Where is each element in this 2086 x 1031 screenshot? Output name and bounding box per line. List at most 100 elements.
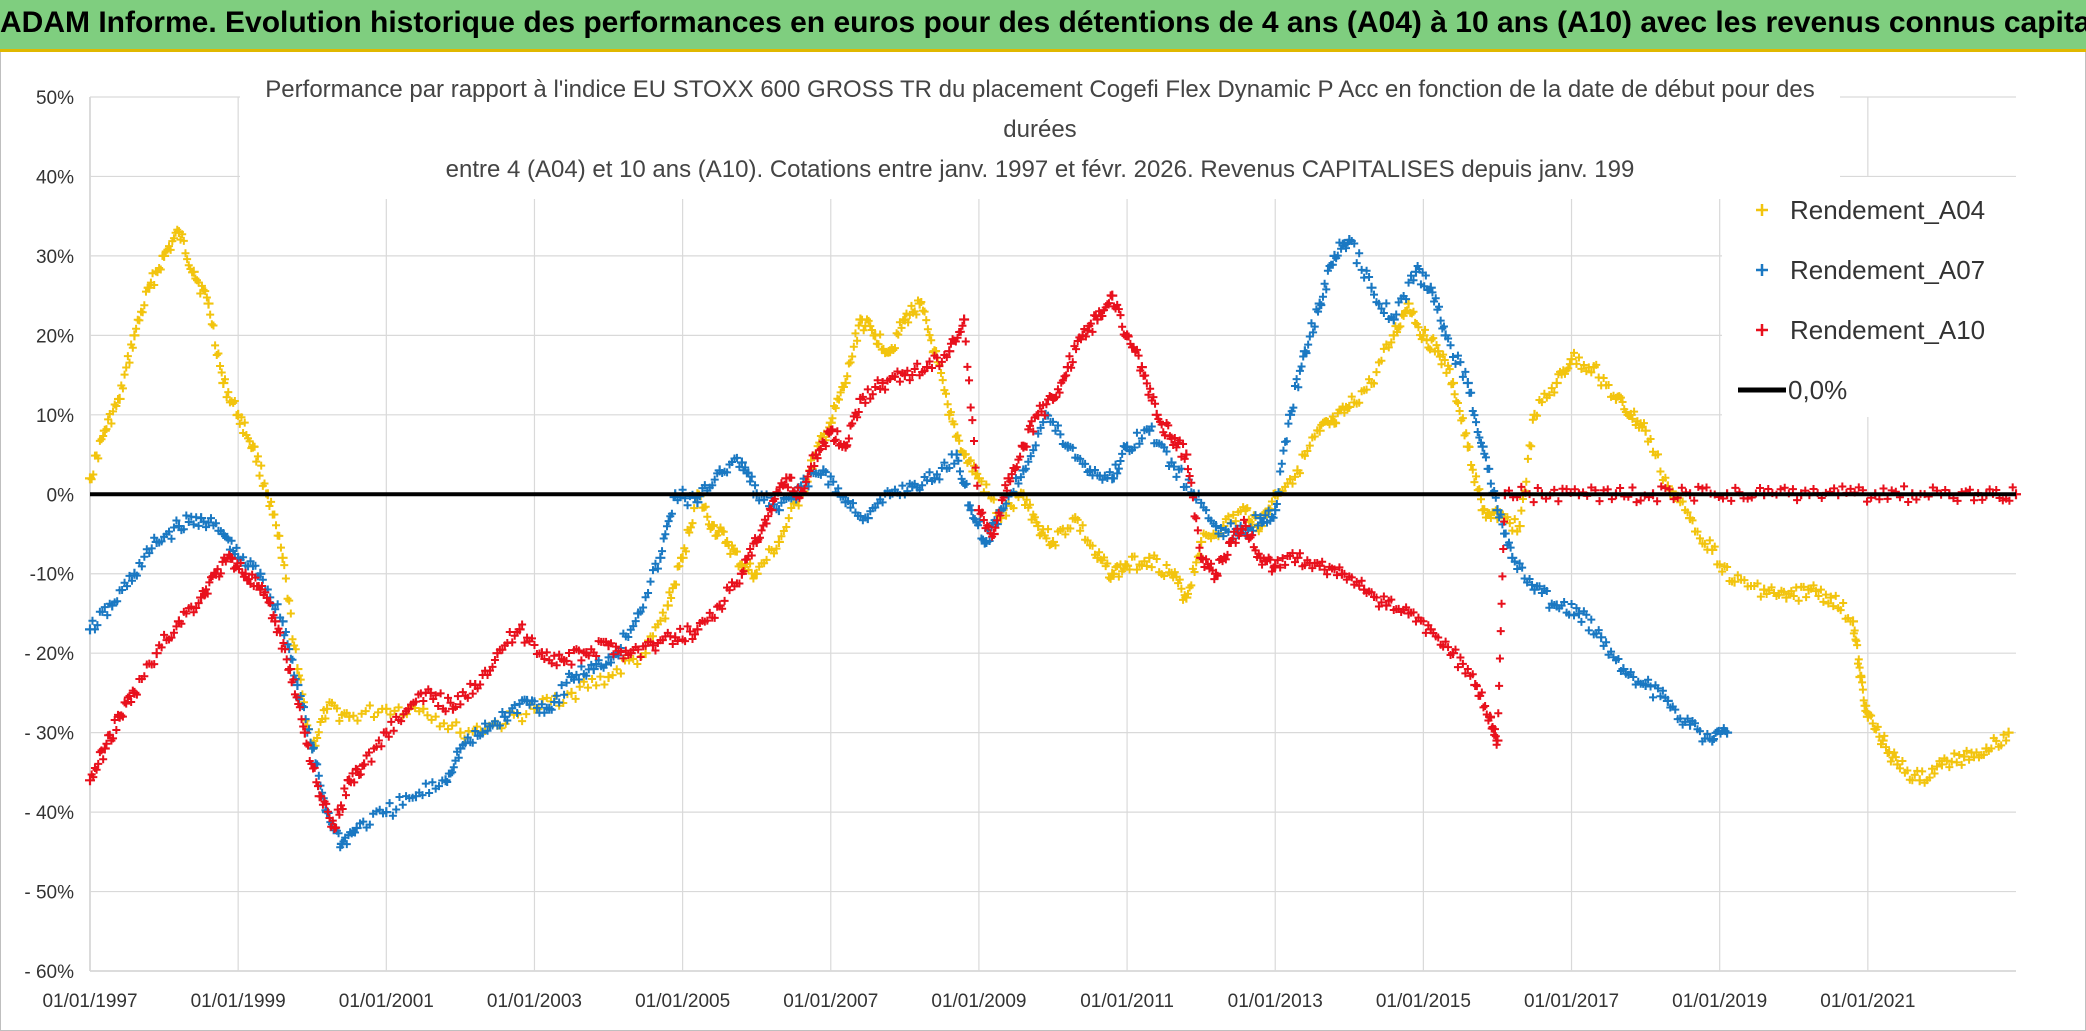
data-point [951,337,960,346]
data-point [357,709,366,718]
data-point [764,512,773,521]
data-point [966,456,975,465]
data-point [1226,519,1235,528]
data-point [1753,579,1762,588]
data-point [1124,332,1133,341]
data-point [1130,443,1139,452]
data-point [1340,408,1349,417]
data-point [270,616,281,627]
data-point [1240,505,1251,516]
data-point [194,521,203,530]
data-point [1196,536,1207,547]
data-point [898,481,907,490]
data-point [833,427,842,436]
data-point [1653,497,1662,506]
data-point [633,608,644,619]
data-point [1729,576,1740,587]
data-point [286,609,295,618]
data-point [127,697,136,706]
data-point [1006,477,1015,486]
data-point [1132,428,1141,437]
data-point [762,519,771,528]
data-point [1202,555,1211,564]
data-point [655,552,666,563]
data-point [659,534,668,543]
data-point [206,310,215,319]
data-point [1715,560,1724,569]
data-point [1314,425,1325,436]
data-point [1044,525,1053,534]
data-point [542,648,551,657]
data-point [245,437,254,446]
data-point [463,693,472,702]
x-tick-label: 01/01/2005 [635,991,730,1012]
data-point [440,775,451,786]
data-point [322,799,331,808]
legend-marker [1756,324,1768,336]
data-point [385,799,394,808]
data-point [720,596,729,605]
data-point [1347,573,1356,582]
data-point [692,624,703,635]
data-point [1596,632,1607,643]
data-point [821,468,830,477]
data-point [1587,368,1596,377]
data-point [167,534,176,543]
data-point [179,236,188,245]
data-point [1114,464,1123,473]
data-point [183,255,192,264]
data-point [1875,495,1884,504]
data-point [1367,588,1376,597]
data-point [169,628,178,637]
chart-title-line: durées [1003,116,1076,143]
data-point [583,683,592,692]
data-point [710,613,719,622]
data-point [1698,484,1707,493]
data-point [1500,517,1509,526]
data-point [1051,426,1060,435]
data-point [719,527,728,536]
data-point [686,627,695,636]
data-point [1475,485,1484,494]
data-point [810,462,819,471]
data-point [1308,564,1317,573]
data-point [1431,294,1440,303]
data-point [1083,536,1092,545]
data-point [463,733,472,742]
data-point [1402,295,1411,304]
x-axis: 01/01/1997 01/01/1999 01/01/2001 01/01/2003… [42,991,1915,1012]
data-point [423,711,432,720]
data-point [974,521,983,530]
data-point [1297,362,1306,371]
data-point [1392,310,1401,319]
data-point [1877,735,1888,746]
legend-label: Rendement_A07 [1790,255,1985,285]
data-point [958,321,967,330]
data-point [359,759,370,770]
data-point [321,714,330,723]
data-point [1794,596,1803,605]
data-point [1722,727,1733,738]
data-point [461,739,470,748]
data-point [446,769,455,778]
series-Rendement_A07 [85,235,1733,852]
data-point [644,589,653,598]
data-point [505,708,514,717]
data-point [828,414,837,423]
data-point [772,544,781,553]
data-point [1676,714,1685,723]
data-point [206,514,215,523]
data-point [716,523,725,532]
data-point [1428,288,1437,297]
data-point [1210,521,1221,532]
data-point [109,407,118,416]
data-point [600,680,609,689]
data-point [1615,392,1624,401]
data-point [1657,482,1666,491]
data-point [1446,341,1455,350]
data-point [1314,307,1323,316]
data-point [904,318,913,327]
data-point [913,359,922,368]
data-point [1144,390,1153,399]
data-point [1187,581,1196,590]
